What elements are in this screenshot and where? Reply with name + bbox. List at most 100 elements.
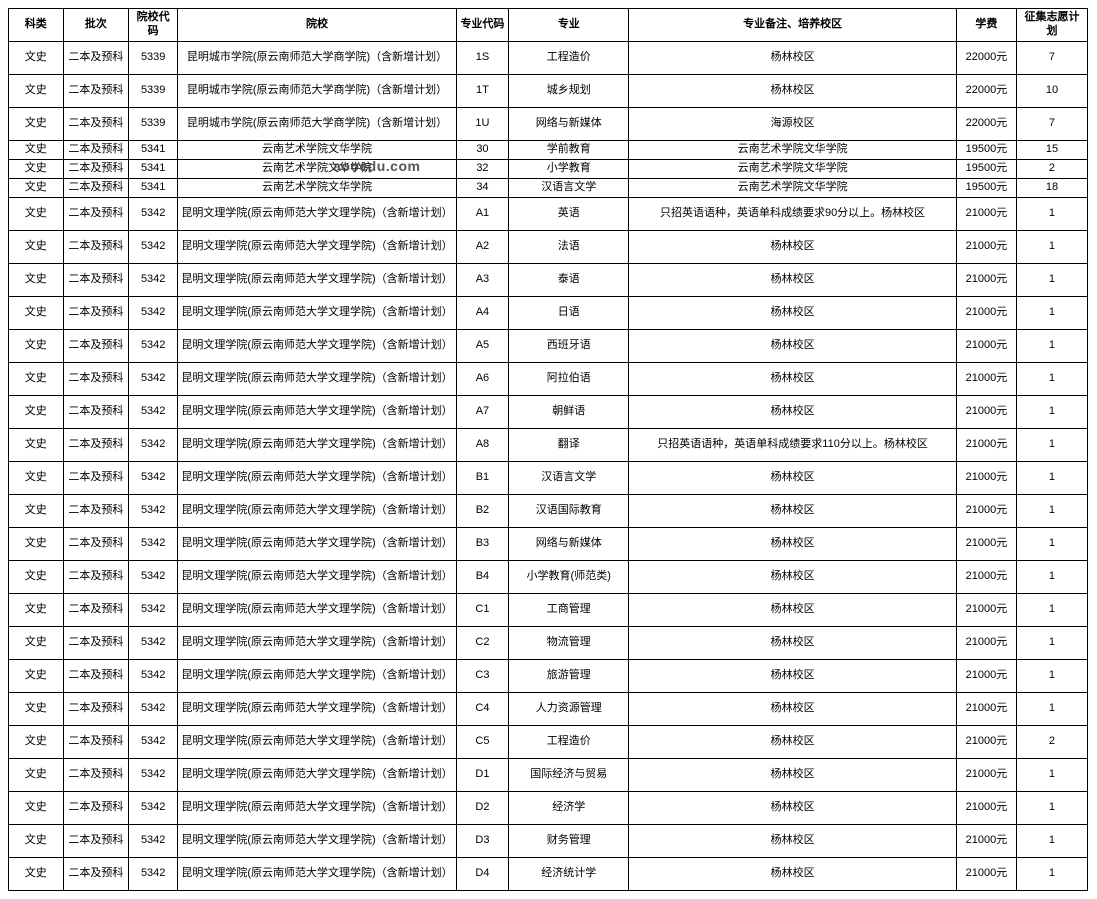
- cell-major-code: 1U: [456, 107, 508, 140]
- cell-category: 文史: [9, 263, 64, 296]
- cell-plan: 1: [1016, 296, 1087, 329]
- cell-school-code: 5341: [129, 140, 178, 159]
- cell-category: 文史: [9, 758, 64, 791]
- cell-school: 云南艺术学院文华学院: [178, 159, 456, 178]
- cell-major: 朝鲜语: [509, 395, 629, 428]
- cell-school-code: 5342: [129, 857, 178, 890]
- cell-school: 昆明文理学院(原云南师范大学文理学院)（含新增计划）: [178, 395, 456, 428]
- col-school: 院校: [178, 9, 456, 42]
- cell-plan: 2: [1016, 725, 1087, 758]
- cell-school: 昆明文理学院(原云南师范大学文理学院)（含新增计划）: [178, 857, 456, 890]
- col-batch: 批次: [63, 9, 129, 42]
- cell-school-code: 5342: [129, 659, 178, 692]
- cell-note: 云南艺术学院文华学院: [629, 140, 957, 159]
- cell-fee: 22000元: [956, 74, 1016, 107]
- cell-school-code: 5342: [129, 362, 178, 395]
- table-row: 文史二本及预科5342昆明文理学院(原云南师范大学文理学院)（含新增计划）D4经…: [9, 857, 1088, 890]
- cell-batch: 二本及预科: [63, 74, 129, 107]
- table-row: 文史二本及预科5342昆明文理学院(原云南师范大学文理学院)（含新增计划）B4小…: [9, 560, 1088, 593]
- col-major: 专业: [509, 9, 629, 42]
- cell-fee: 22000元: [956, 41, 1016, 74]
- cell-school: 昆明文理学院(原云南师范大学文理学院)（含新增计划）: [178, 560, 456, 593]
- cell-category: 文史: [9, 659, 64, 692]
- cell-note: 海源校区: [629, 107, 957, 140]
- cell-category: 文史: [9, 428, 64, 461]
- cell-school-code: 5342: [129, 593, 178, 626]
- cell-major: 翻译: [509, 428, 629, 461]
- cell-major: 小学教育: [509, 159, 629, 178]
- table-row: 文史二本及预科5342昆明文理学院(原云南师范大学文理学院)（含新增计划）B1汉…: [9, 461, 1088, 494]
- col-major-code: 专业代码: [456, 9, 508, 42]
- cell-major: 法语: [509, 230, 629, 263]
- cell-category: 文史: [9, 527, 64, 560]
- cell-plan: 1: [1016, 263, 1087, 296]
- cell-school: 昆明文理学院(原云南师范大学文理学院)（含新增计划）: [178, 362, 456, 395]
- cell-school: 昆明城市学院(原云南师范大学商学院)（含新增计划）: [178, 74, 456, 107]
- cell-batch: 二本及预科: [63, 461, 129, 494]
- table-row: 文史二本及预科5342昆明文理学院(原云南师范大学文理学院)（含新增计划）A1英…: [9, 197, 1088, 230]
- cell-fee: 21000元: [956, 461, 1016, 494]
- table-row: 文史二本及预科5342昆明文理学院(原云南师范大学文理学院)（含新增计划）C4人…: [9, 692, 1088, 725]
- cell-major: 工商管理: [509, 593, 629, 626]
- cell-fee: 19500元: [956, 159, 1016, 178]
- enrollment-table: 科类 批次 院校代码 院校 专业代码 专业 专业备注、培养校区 学费 征集志愿计…: [8, 8, 1088, 891]
- cell-batch: 二本及预科: [63, 159, 129, 178]
- cell-fee: 21000元: [956, 692, 1016, 725]
- cell-major-code: A7: [456, 395, 508, 428]
- cell-major-code: A6: [456, 362, 508, 395]
- table-row: 文史二本及预科5342昆明文理学院(原云南师范大学文理学院)（含新增计划）D3财…: [9, 824, 1088, 857]
- cell-major-code: C1: [456, 593, 508, 626]
- cell-batch: 二本及预科: [63, 593, 129, 626]
- cell-school-code: 5342: [129, 395, 178, 428]
- cell-major-code: A4: [456, 296, 508, 329]
- cell-note: 只招英语语种，英语单科成绩要求90分以上。杨林校区: [629, 197, 957, 230]
- cell-major: 日语: [509, 296, 629, 329]
- cell-note: 杨林校区: [629, 230, 957, 263]
- cell-major: 泰语: [509, 263, 629, 296]
- cell-major-code: B2: [456, 494, 508, 527]
- cell-batch: 二本及预科: [63, 107, 129, 140]
- cell-category: 文史: [9, 329, 64, 362]
- cell-fee: 21000元: [956, 791, 1016, 824]
- cell-school: 昆明文理学院(原云南师范大学文理学院)（含新增计划）: [178, 791, 456, 824]
- cell-school-code: 5342: [129, 230, 178, 263]
- cell-school-code: 5342: [129, 329, 178, 362]
- cell-plan: 1: [1016, 362, 1087, 395]
- cell-plan: 7: [1016, 41, 1087, 74]
- cell-school: 昆明文理学院(原云南师范大学文理学院)（含新增计划）: [178, 296, 456, 329]
- cell-batch: 二本及预科: [63, 140, 129, 159]
- cell-fee: 19500元: [956, 178, 1016, 197]
- cell-major-code: D4: [456, 857, 508, 890]
- cell-category: 文史: [9, 824, 64, 857]
- cell-school: 昆明城市学院(原云南师范大学商学院)（含新增计划）: [178, 107, 456, 140]
- cell-category: 文史: [9, 593, 64, 626]
- cell-major-code: 34: [456, 178, 508, 197]
- cell-major: 工程造价: [509, 41, 629, 74]
- cell-note: 杨林校区: [629, 461, 957, 494]
- cell-category: 文史: [9, 395, 64, 428]
- cell-school: 云南艺术学院文华学院: [178, 140, 456, 159]
- cell-fee: 21000元: [956, 626, 1016, 659]
- cell-major-code: A3: [456, 263, 508, 296]
- cell-plan: 15: [1016, 140, 1087, 159]
- cell-batch: 二本及预科: [63, 41, 129, 74]
- cell-major-code: 1T: [456, 74, 508, 107]
- cell-batch: 二本及预科: [63, 692, 129, 725]
- cell-school-code: 5342: [129, 758, 178, 791]
- cell-plan: 1: [1016, 197, 1087, 230]
- cell-fee: 22000元: [956, 107, 1016, 140]
- cell-note: 杨林校区: [629, 857, 957, 890]
- cell-plan: 1: [1016, 758, 1087, 791]
- cell-fee: 21000元: [956, 560, 1016, 593]
- cell-batch: 二本及预科: [63, 263, 129, 296]
- cell-note: 杨林校区: [629, 791, 957, 824]
- cell-batch: 二本及预科: [63, 824, 129, 857]
- cell-batch: 二本及预科: [63, 857, 129, 890]
- cell-category: 文史: [9, 362, 64, 395]
- cell-note: 杨林校区: [629, 41, 957, 74]
- cell-major-code: 32: [456, 159, 508, 178]
- cell-category: 文史: [9, 107, 64, 140]
- col-fee: 学费: [956, 9, 1016, 42]
- cell-school-code: 5342: [129, 296, 178, 329]
- cell-note: 杨林校区: [629, 527, 957, 560]
